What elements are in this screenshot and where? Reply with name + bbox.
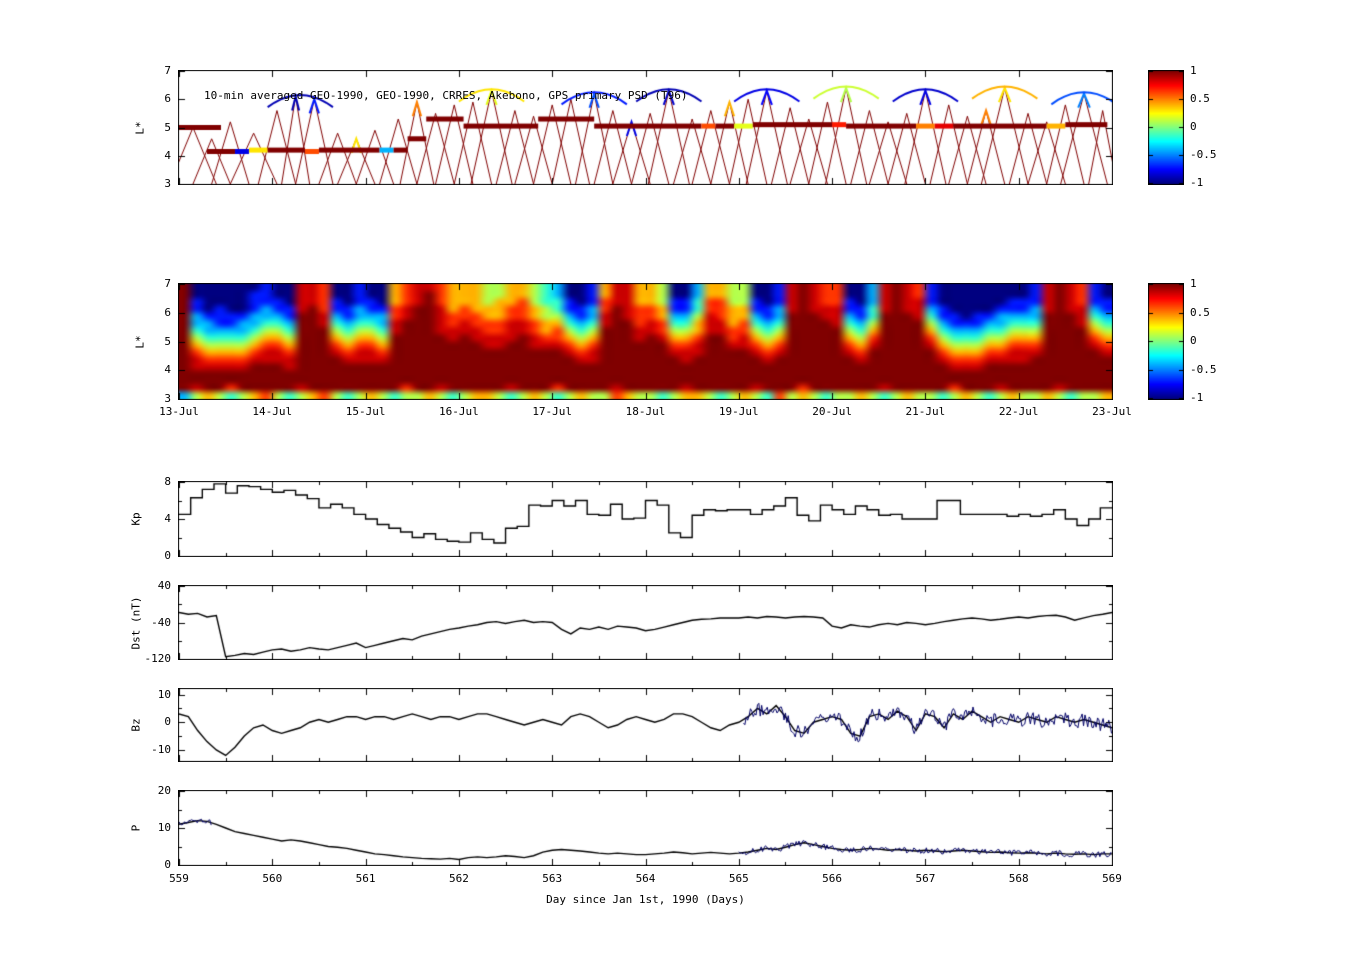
colorbar-tick-label: 0.5 bbox=[1190, 305, 1210, 319]
y-tick-label: 7 bbox=[164, 277, 171, 290]
y-tick-label: 4 bbox=[164, 512, 171, 525]
colorbar-top-canvas bbox=[1148, 70, 1184, 185]
colorbar-tick-label: -1 bbox=[1190, 176, 1204, 189]
y-tick-label: 3 bbox=[164, 177, 171, 190]
x-tick-label: 565 bbox=[728, 872, 749, 885]
colorbar-tick-label: 1 bbox=[1190, 277, 1197, 290]
panel-psd-heatmap-canvas bbox=[178, 283, 1113, 400]
y-tick-label: 0 bbox=[164, 715, 171, 729]
date-tick-label: 23-Jul bbox=[1092, 405, 1132, 418]
x-tick-label: 564 bbox=[635, 872, 656, 885]
date-tick-label: 17-Jul bbox=[532, 405, 573, 418]
x-tick-label: 567 bbox=[915, 872, 936, 885]
colorbar-tick-label: 1 bbox=[1190, 64, 1197, 77]
y-tick-label: 4 bbox=[164, 148, 171, 162]
y-tick-label: 6 bbox=[164, 305, 171, 319]
panel-psd-profiles-canvas bbox=[178, 70, 1113, 185]
panel-bz-canvas bbox=[178, 688, 1113, 762]
y-axis-label-kp: Kp bbox=[129, 512, 143, 526]
y-tick-label: -120 bbox=[144, 652, 172, 665]
y-tick-label: 8 bbox=[164, 475, 171, 488]
x-tick-label: 562 bbox=[448, 872, 469, 885]
date-tick-label: 14-Jul bbox=[252, 405, 293, 418]
date-tick-label: 15-Jul bbox=[345, 405, 386, 418]
panel-kp-canvas bbox=[178, 481, 1113, 557]
x-tick-label: 560 bbox=[262, 872, 283, 885]
date-tick-label: 21-Jul bbox=[905, 405, 946, 418]
colorbar-tick-label: 0 bbox=[1190, 120, 1197, 133]
y-tick-label: 20 bbox=[157, 784, 171, 797]
y-tick-label: 4 bbox=[164, 363, 171, 377]
y-axis-label-bz: Bz bbox=[129, 718, 143, 732]
date-tick-label: 13-Jul bbox=[159, 405, 199, 418]
x-tick-label: 561 bbox=[355, 872, 376, 885]
y-axis-label-p: P bbox=[129, 824, 143, 832]
y-tick-label: 40 bbox=[157, 579, 171, 592]
colorbar-bottom-canvas bbox=[1148, 283, 1184, 400]
y-tick-label: 5 bbox=[164, 120, 171, 134]
y-tick-label: 10 bbox=[157, 821, 171, 834]
date-tick-label: 20-Jul bbox=[812, 405, 852, 418]
panel-pressure-canvas bbox=[178, 790, 1113, 866]
date-tick-label: 16-Jul bbox=[439, 405, 479, 418]
y-tick-label: -40 bbox=[151, 615, 171, 629]
y-tick-label: 0 bbox=[164, 858, 171, 871]
y-tick-label: 7 bbox=[164, 64, 171, 77]
x-tick-label: 568 bbox=[1008, 872, 1029, 885]
colorbar-tick-label: -0.5 bbox=[1190, 362, 1217, 376]
y-tick-label: 6 bbox=[164, 92, 171, 106]
x-tick-label: 563 bbox=[542, 872, 563, 885]
colorbar-tick-label: 0 bbox=[1190, 334, 1197, 347]
x-tick-label: 569 bbox=[1102, 872, 1122, 885]
colorbar-tick-label: 0.5 bbox=[1190, 92, 1210, 105]
colorbar-tick-label: -0.5 bbox=[1190, 148, 1217, 161]
y-tick-label: 3 bbox=[164, 392, 171, 405]
date-tick-label: 19-Jul bbox=[718, 405, 759, 418]
x-tick-label: 566 bbox=[822, 872, 843, 885]
panel1-title: 10-min averaged GEO-1990, GEO-1990, CRRE… bbox=[204, 89, 688, 102]
y-axis-label-lstar-bottom: L* bbox=[133, 334, 147, 349]
y-axis-label-lstar-top: L* bbox=[133, 120, 147, 135]
colorbar-tick-label: -1 bbox=[1190, 391, 1204, 404]
panel-dst-canvas bbox=[178, 585, 1113, 660]
x-tick-label: 559 bbox=[169, 872, 189, 885]
y-tick-label: 10 bbox=[157, 687, 171, 701]
date-tick-label: 18-Jul bbox=[625, 405, 666, 418]
date-tick-label: 22-Jul bbox=[998, 405, 1039, 418]
x-axis-label: Day since Jan 1st, 1990 (Days) bbox=[546, 893, 745, 906]
y-tick-label: 5 bbox=[164, 334, 171, 348]
y-tick-label: 0 bbox=[164, 549, 171, 562]
y-axis-label-dst: Dst (nT) bbox=[129, 596, 143, 649]
y-tick-label: -10 bbox=[151, 742, 171, 756]
